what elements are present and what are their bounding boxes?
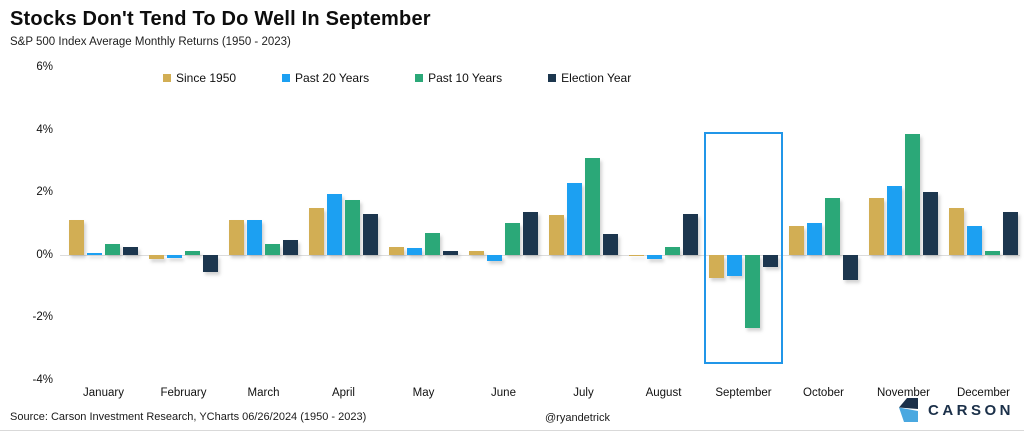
twitter-handle: @ryandetrick (545, 412, 610, 424)
bar-february-past-10-years (185, 251, 200, 255)
legend-label: Past 20 Years (295, 71, 370, 85)
bar-november-since-1950 (869, 198, 884, 255)
x-axis-label-january: January (83, 387, 124, 399)
bar-november-past-20-years (887, 185, 902, 255)
bar-july-election-year (603, 234, 618, 255)
bar-july-since-1950 (549, 215, 564, 255)
bar-september-past-10-years (745, 254, 760, 328)
zero-baseline (60, 254, 1020, 256)
bar-october-election-year (843, 254, 858, 280)
bar-march-since-1950 (229, 220, 244, 255)
legend-label: Since 1950 (176, 71, 237, 85)
bar-october-past-10-years (825, 198, 840, 255)
bar-august-since-1950 (629, 254, 644, 257)
bar-march-election-year (283, 240, 298, 255)
y-axis-tick-label: 6% (36, 61, 53, 73)
bar-september-since-1950 (709, 254, 724, 278)
bar-may-election-year (443, 251, 458, 255)
x-axis-label-february: February (160, 387, 207, 399)
legend-item: Election Year (548, 71, 631, 85)
bar-october-since-1950 (789, 226, 804, 255)
x-axis-label-july: July (573, 387, 594, 399)
legend-label: Past 10 Years (428, 71, 503, 85)
bar-june-election-year (523, 212, 538, 255)
x-axis-label-november: November (876, 387, 931, 399)
bar-june-past-20-years (487, 254, 502, 261)
bottom-divider (0, 430, 1024, 431)
legend-item: Past 20 Years (282, 71, 369, 85)
bar-february-since-1950 (149, 254, 164, 260)
bar-april-since-1950 (309, 207, 324, 255)
bar-april-election-year (363, 213, 378, 255)
chart-title: Stocks Don't Tend To Do Well In Septembe… (10, 8, 431, 30)
legend: Since 1950 Past 20 Years Past 10 Years Elec… (163, 71, 631, 85)
legend-swatch-icon (548, 74, 557, 82)
bar-may-past-10-years (425, 232, 440, 255)
source-note: Source: Carson Investment Research, YCha… (10, 411, 367, 423)
bar-july-past-20-years (567, 182, 582, 255)
legend-swatch-icon (415, 74, 424, 82)
bar-november-past-10-years (905, 134, 920, 255)
bar-january-past-20-years (87, 252, 102, 255)
bar-september-past-20-years (727, 254, 742, 277)
bar-december-since-1950 (949, 207, 964, 255)
bar-july-past-10-years (585, 157, 600, 255)
bar-november-election-year (923, 192, 938, 255)
x-axis-label-december: December (956, 387, 1011, 399)
legend-swatch-icon (282, 74, 291, 82)
bar-january-election-year (123, 246, 138, 255)
bar-december-election-year (1003, 212, 1018, 255)
bar-april-past-20-years (327, 193, 342, 255)
bar-august-past-10-years (665, 246, 680, 255)
carson-brand: CARSON (898, 398, 1014, 422)
y-axis-tick-label: -4% (32, 373, 53, 386)
bar-february-election-year (203, 254, 218, 272)
bar-april-past-10-years (345, 199, 360, 255)
bar-september-election-year (763, 254, 778, 267)
bar-december-past-20-years (967, 226, 982, 255)
y-axis-tick-label: 0% (36, 248, 53, 261)
x-axis-label-april: April (331, 387, 355, 399)
y-axis-tick-label: 2% (36, 186, 53, 198)
x-axis-label-august: August (645, 387, 682, 399)
bar-june-past-10-years (505, 223, 520, 255)
bar-february-past-20-years (167, 254, 182, 258)
bar-january-past-10-years (105, 243, 120, 255)
bar-december-past-10-years (985, 251, 1000, 255)
y-axis-tick-label: -2% (32, 311, 53, 323)
chart-subtitle: S&P 500 Index Average Monthly Returns (1… (10, 36, 291, 48)
legend-item: Past 10 Years (415, 71, 502, 85)
bar-march-past-10-years (265, 243, 280, 255)
september-highlight-box (704, 132, 783, 364)
bar-october-past-20-years (807, 223, 822, 255)
legend-swatch-icon (163, 74, 171, 82)
legend-item: Since 1950 (163, 71, 236, 85)
x-axis-label-may: May (412, 387, 435, 399)
bar-august-election-year (683, 213, 698, 255)
carson-logo-icon (898, 398, 919, 422)
x-axis-label-september: September (715, 387, 772, 399)
bar-may-past-20-years (407, 248, 422, 255)
carson-brand-name: CARSON (927, 401, 1014, 419)
x-axis-label-october: October (803, 387, 844, 399)
bar-august-past-20-years (647, 254, 662, 260)
x-axis-label-march: March (247, 387, 280, 399)
bar-june-since-1950 (469, 251, 484, 255)
x-axis-label-june: June (491, 387, 516, 399)
bar-march-past-20-years (247, 220, 262, 255)
y-axis-tick-label: 4% (36, 123, 53, 136)
bar-january-since-1950 (69, 220, 84, 255)
legend-label: Election Year (561, 71, 632, 85)
bar-may-since-1950 (389, 246, 404, 255)
